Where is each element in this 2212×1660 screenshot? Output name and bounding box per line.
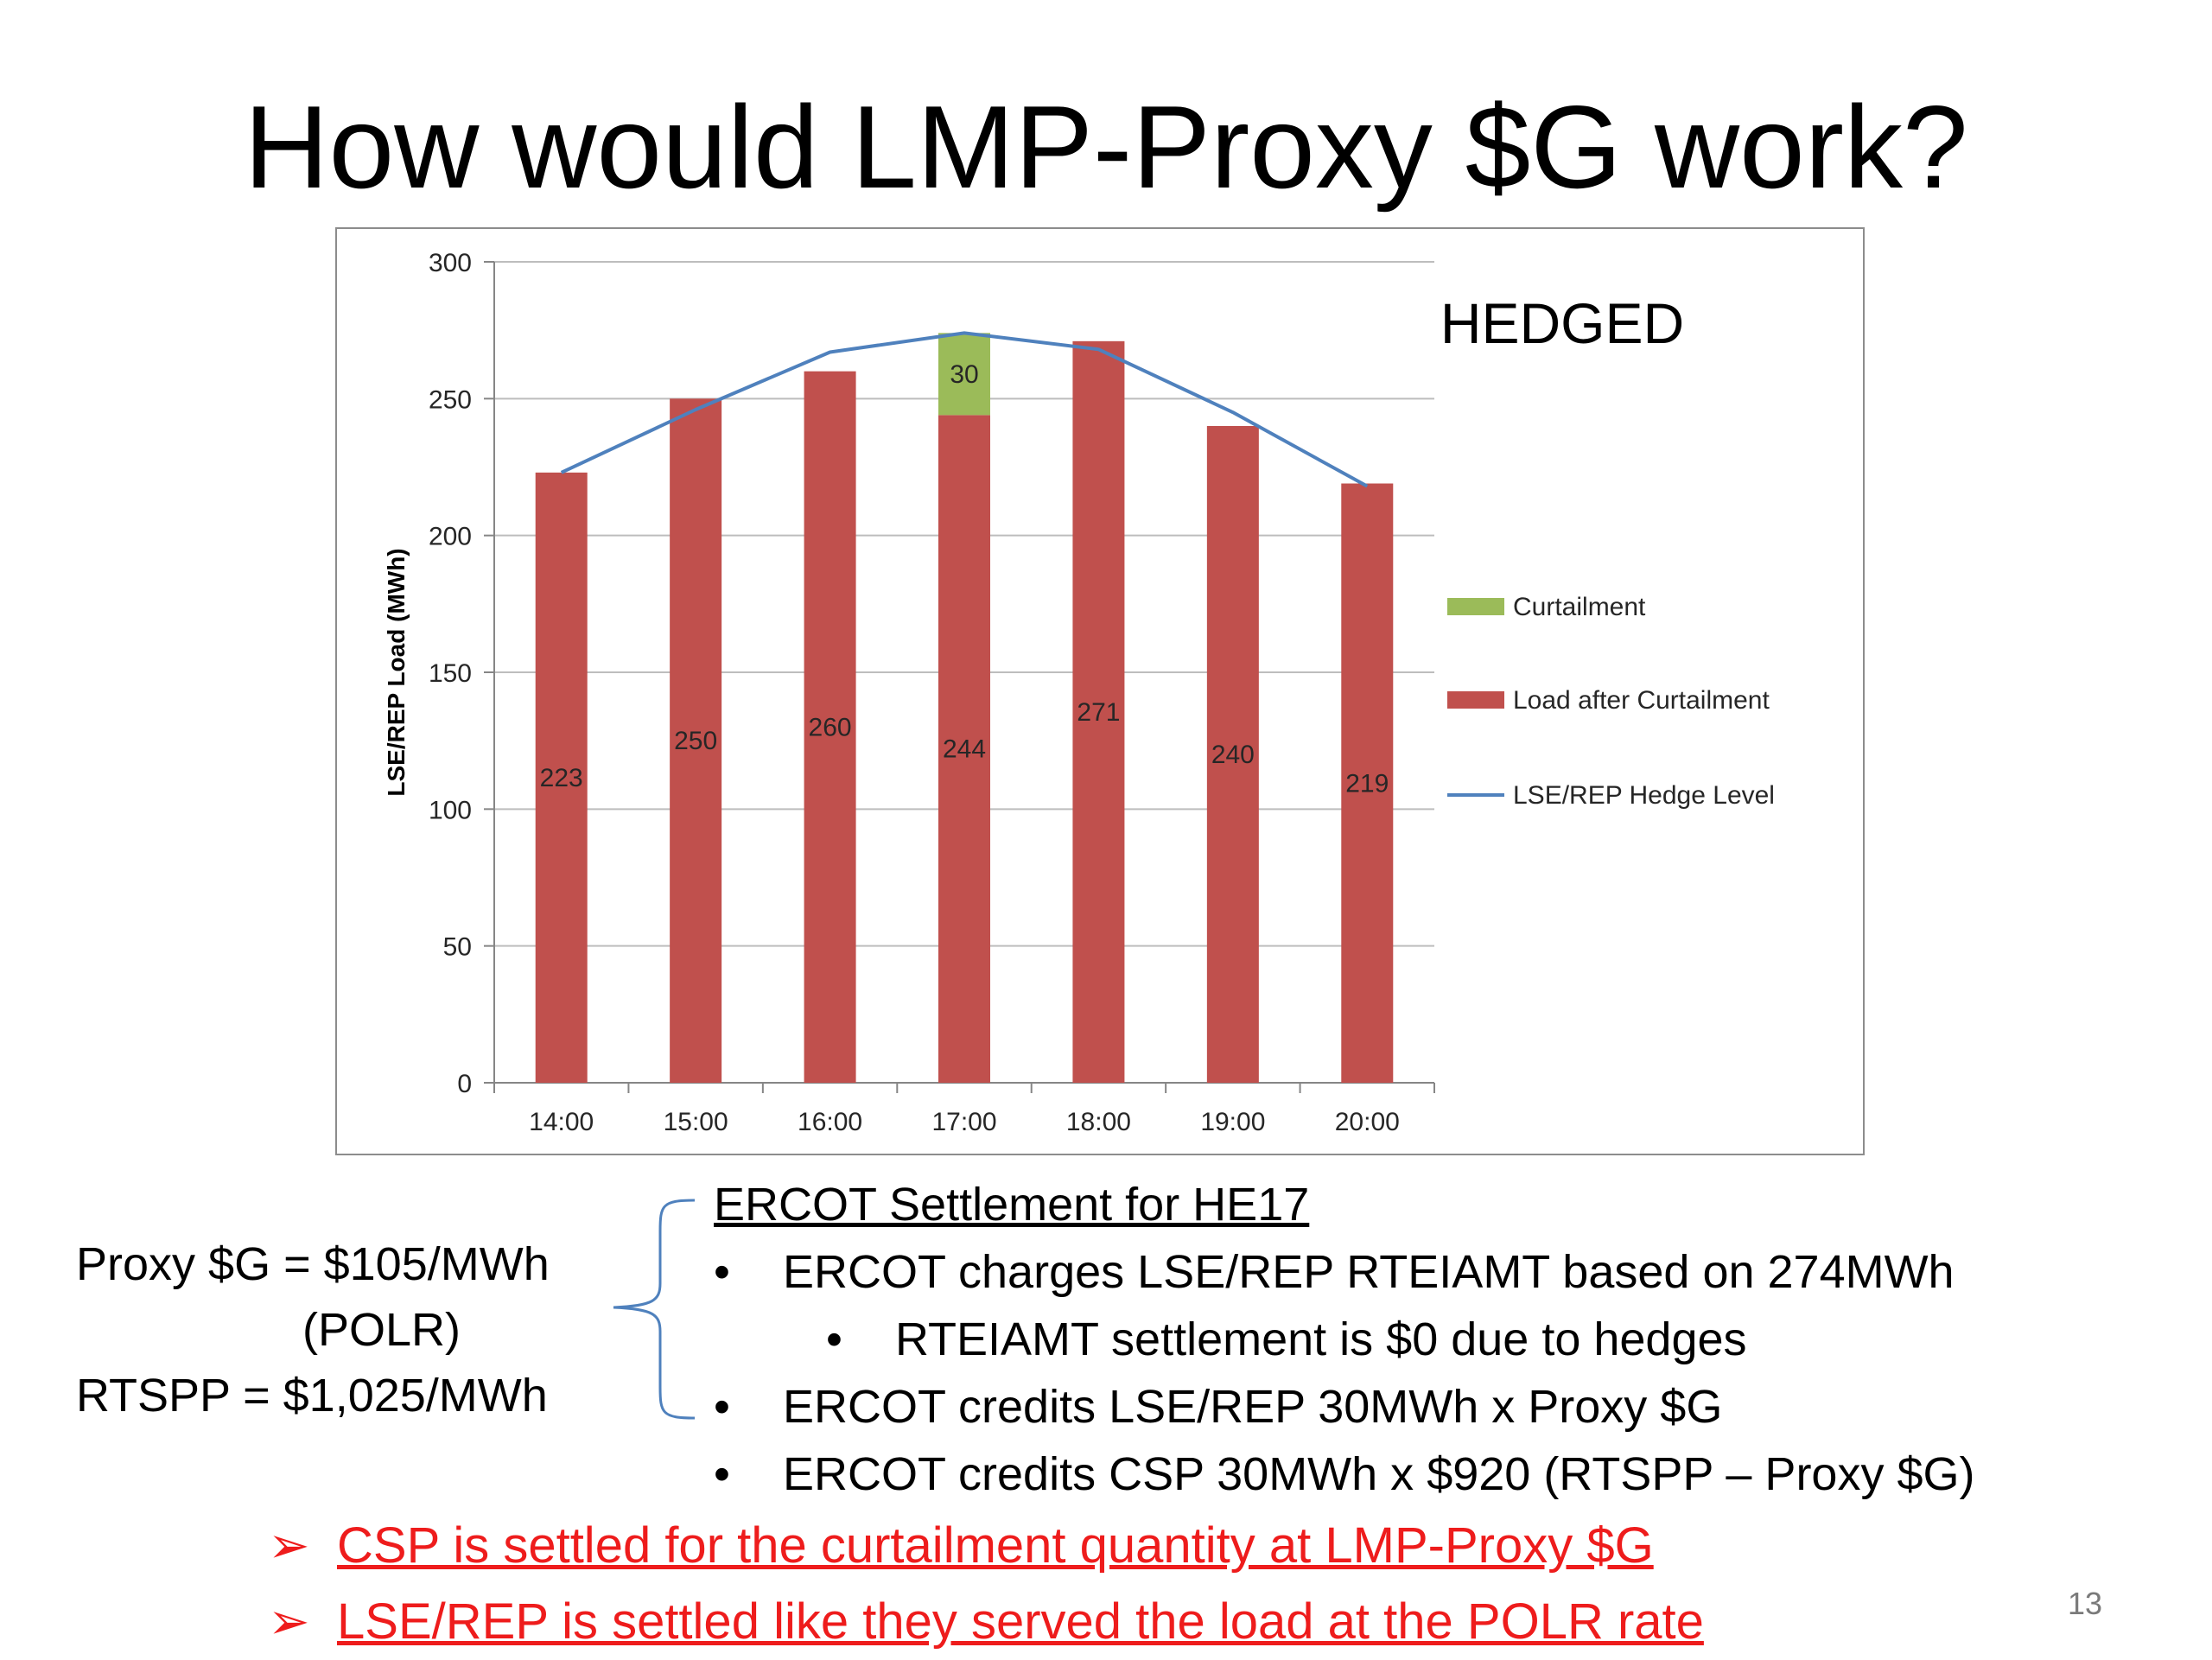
load-data-label: 223 xyxy=(540,764,583,792)
y-tick-label: 100 xyxy=(429,796,472,824)
bullet-dot: • xyxy=(826,1313,842,1365)
arrow-bullet-icon: ➢ xyxy=(268,1517,310,1574)
x-tick-label: 15:00 xyxy=(664,1108,728,1136)
conclusion-item: ➢ LSE/REP is settled like they served the… xyxy=(268,1584,1704,1660)
conclusion-text: LSE/REP is settled like they served the … xyxy=(337,1593,1704,1650)
polr-text: (POLR) xyxy=(302,1304,461,1356)
legend-label: Curtailment xyxy=(1513,593,1646,621)
legend-label: Load after Curtailment xyxy=(1513,686,1770,715)
x-tick-label: 14:00 xyxy=(529,1108,594,1136)
load-bar xyxy=(670,398,722,1083)
x-tick-label: 18:00 xyxy=(1066,1108,1131,1136)
curly-brace xyxy=(613,1199,696,1420)
load-bar xyxy=(535,472,588,1083)
load-data-label: 260 xyxy=(809,713,852,741)
conclusion-text: CSP is settled for the curtailment quant… xyxy=(337,1517,1654,1574)
settlement-bullet-text: ERCOT charges LSE/REP RTEIAMT based on 2… xyxy=(783,1246,1955,1298)
y-tick-label: 0 xyxy=(457,1070,472,1098)
chart-frame: 0 50 100 150 200 250 300 14:00 15:00 16:00 17:00 18… xyxy=(335,227,1865,1155)
chart-annotation: HEDGED xyxy=(1440,291,1684,355)
legend-swatch-curtailment xyxy=(1447,598,1504,615)
settlement-bullet: • ERCOT credits CSP 30MWh x $920 (RTSPP … xyxy=(714,1441,1974,1508)
legend-label: LSE/REP Hedge Level xyxy=(1513,781,1775,810)
y-tick-label: 150 xyxy=(429,659,472,688)
settlement-bullet: • ERCOT credits LSE/REP 30MWh x Proxy $G xyxy=(714,1373,1974,1441)
y-tick-label: 200 xyxy=(429,523,472,551)
bullet-dot: • xyxy=(714,1381,730,1433)
bullet-dot: • xyxy=(714,1448,730,1500)
settlement-heading: ERCOT Settlement for HE17 xyxy=(714,1179,1310,1231)
hedge-level-line xyxy=(560,331,1369,488)
x-tick-label: 20:00 xyxy=(1335,1108,1400,1136)
settlement-bullet: • ERCOT charges LSE/REP RTEIAMT based on… xyxy=(714,1238,1974,1306)
x-tick-label: 16:00 xyxy=(798,1108,862,1136)
conclusions: ➢ CSP is settled for the curtailment quan… xyxy=(268,1508,1704,1660)
settlement-bullet-text: ERCOT credits CSP 30MWh x $920 (RTSPP – … xyxy=(783,1448,1975,1500)
y-tick-label: 250 xyxy=(429,385,472,414)
arrow-bullet-icon: ➢ xyxy=(268,1593,310,1650)
settlement-section: ERCOT Settlement for HE17 • ERCOT charge… xyxy=(714,1171,1974,1508)
load-bar xyxy=(804,371,856,1083)
load-data-label: 240 xyxy=(1211,741,1255,769)
load-bar-chart: 0 50 100 150 200 250 300 14:00 15:00 16:00 17:00 18… xyxy=(383,249,1775,1136)
load-bar xyxy=(1072,340,1125,1083)
y-tick-label: 300 xyxy=(429,249,472,277)
conclusion-item: ➢ CSP is settled for the curtailment quan… xyxy=(268,1508,1704,1584)
rtspp-price-text: RTSPP = $1,025/MWh xyxy=(76,1370,548,1421)
load-data-label: 219 xyxy=(1345,769,1389,798)
legend-swatch-load xyxy=(1447,691,1504,709)
settlement-bullet-text: ERCOT credits LSE/REP 30MWh x Proxy $G xyxy=(783,1381,1723,1433)
load-data-label: 244 xyxy=(943,735,986,764)
page-number: 13 xyxy=(2068,1586,2103,1621)
curtailment-data-label: 30 xyxy=(950,360,978,389)
load-data-label: 250 xyxy=(674,727,717,755)
y-tick-label: 50 xyxy=(443,933,472,962)
load-bar xyxy=(1206,426,1259,1083)
x-tick-label: 19:00 xyxy=(1200,1108,1265,1136)
settlement-sub-bullet: • RTEIAMT settlement is $0 due to hedges xyxy=(714,1306,1974,1373)
settlement-sub-bullet-text: RTEIAMT settlement is $0 due to hedges xyxy=(895,1313,1747,1365)
price-assumptions: Proxy $G = $105/MWh (POLR) RTSPP = $1,02… xyxy=(76,1231,550,1428)
proxy-price-text: Proxy $G = $105/MWh xyxy=(76,1238,550,1290)
load-bar xyxy=(1341,483,1394,1083)
slide-title: How would LMP-Proxy $G work? xyxy=(244,81,1968,213)
y-axis-label: LSE/REP Load (MWh) xyxy=(383,548,410,796)
load-bar xyxy=(938,415,990,1083)
curtailment-bar xyxy=(938,333,990,416)
load-data-label: 271 xyxy=(1077,698,1120,727)
bullet-dot: • xyxy=(714,1246,730,1298)
x-tick-label: 17:00 xyxy=(931,1108,996,1136)
